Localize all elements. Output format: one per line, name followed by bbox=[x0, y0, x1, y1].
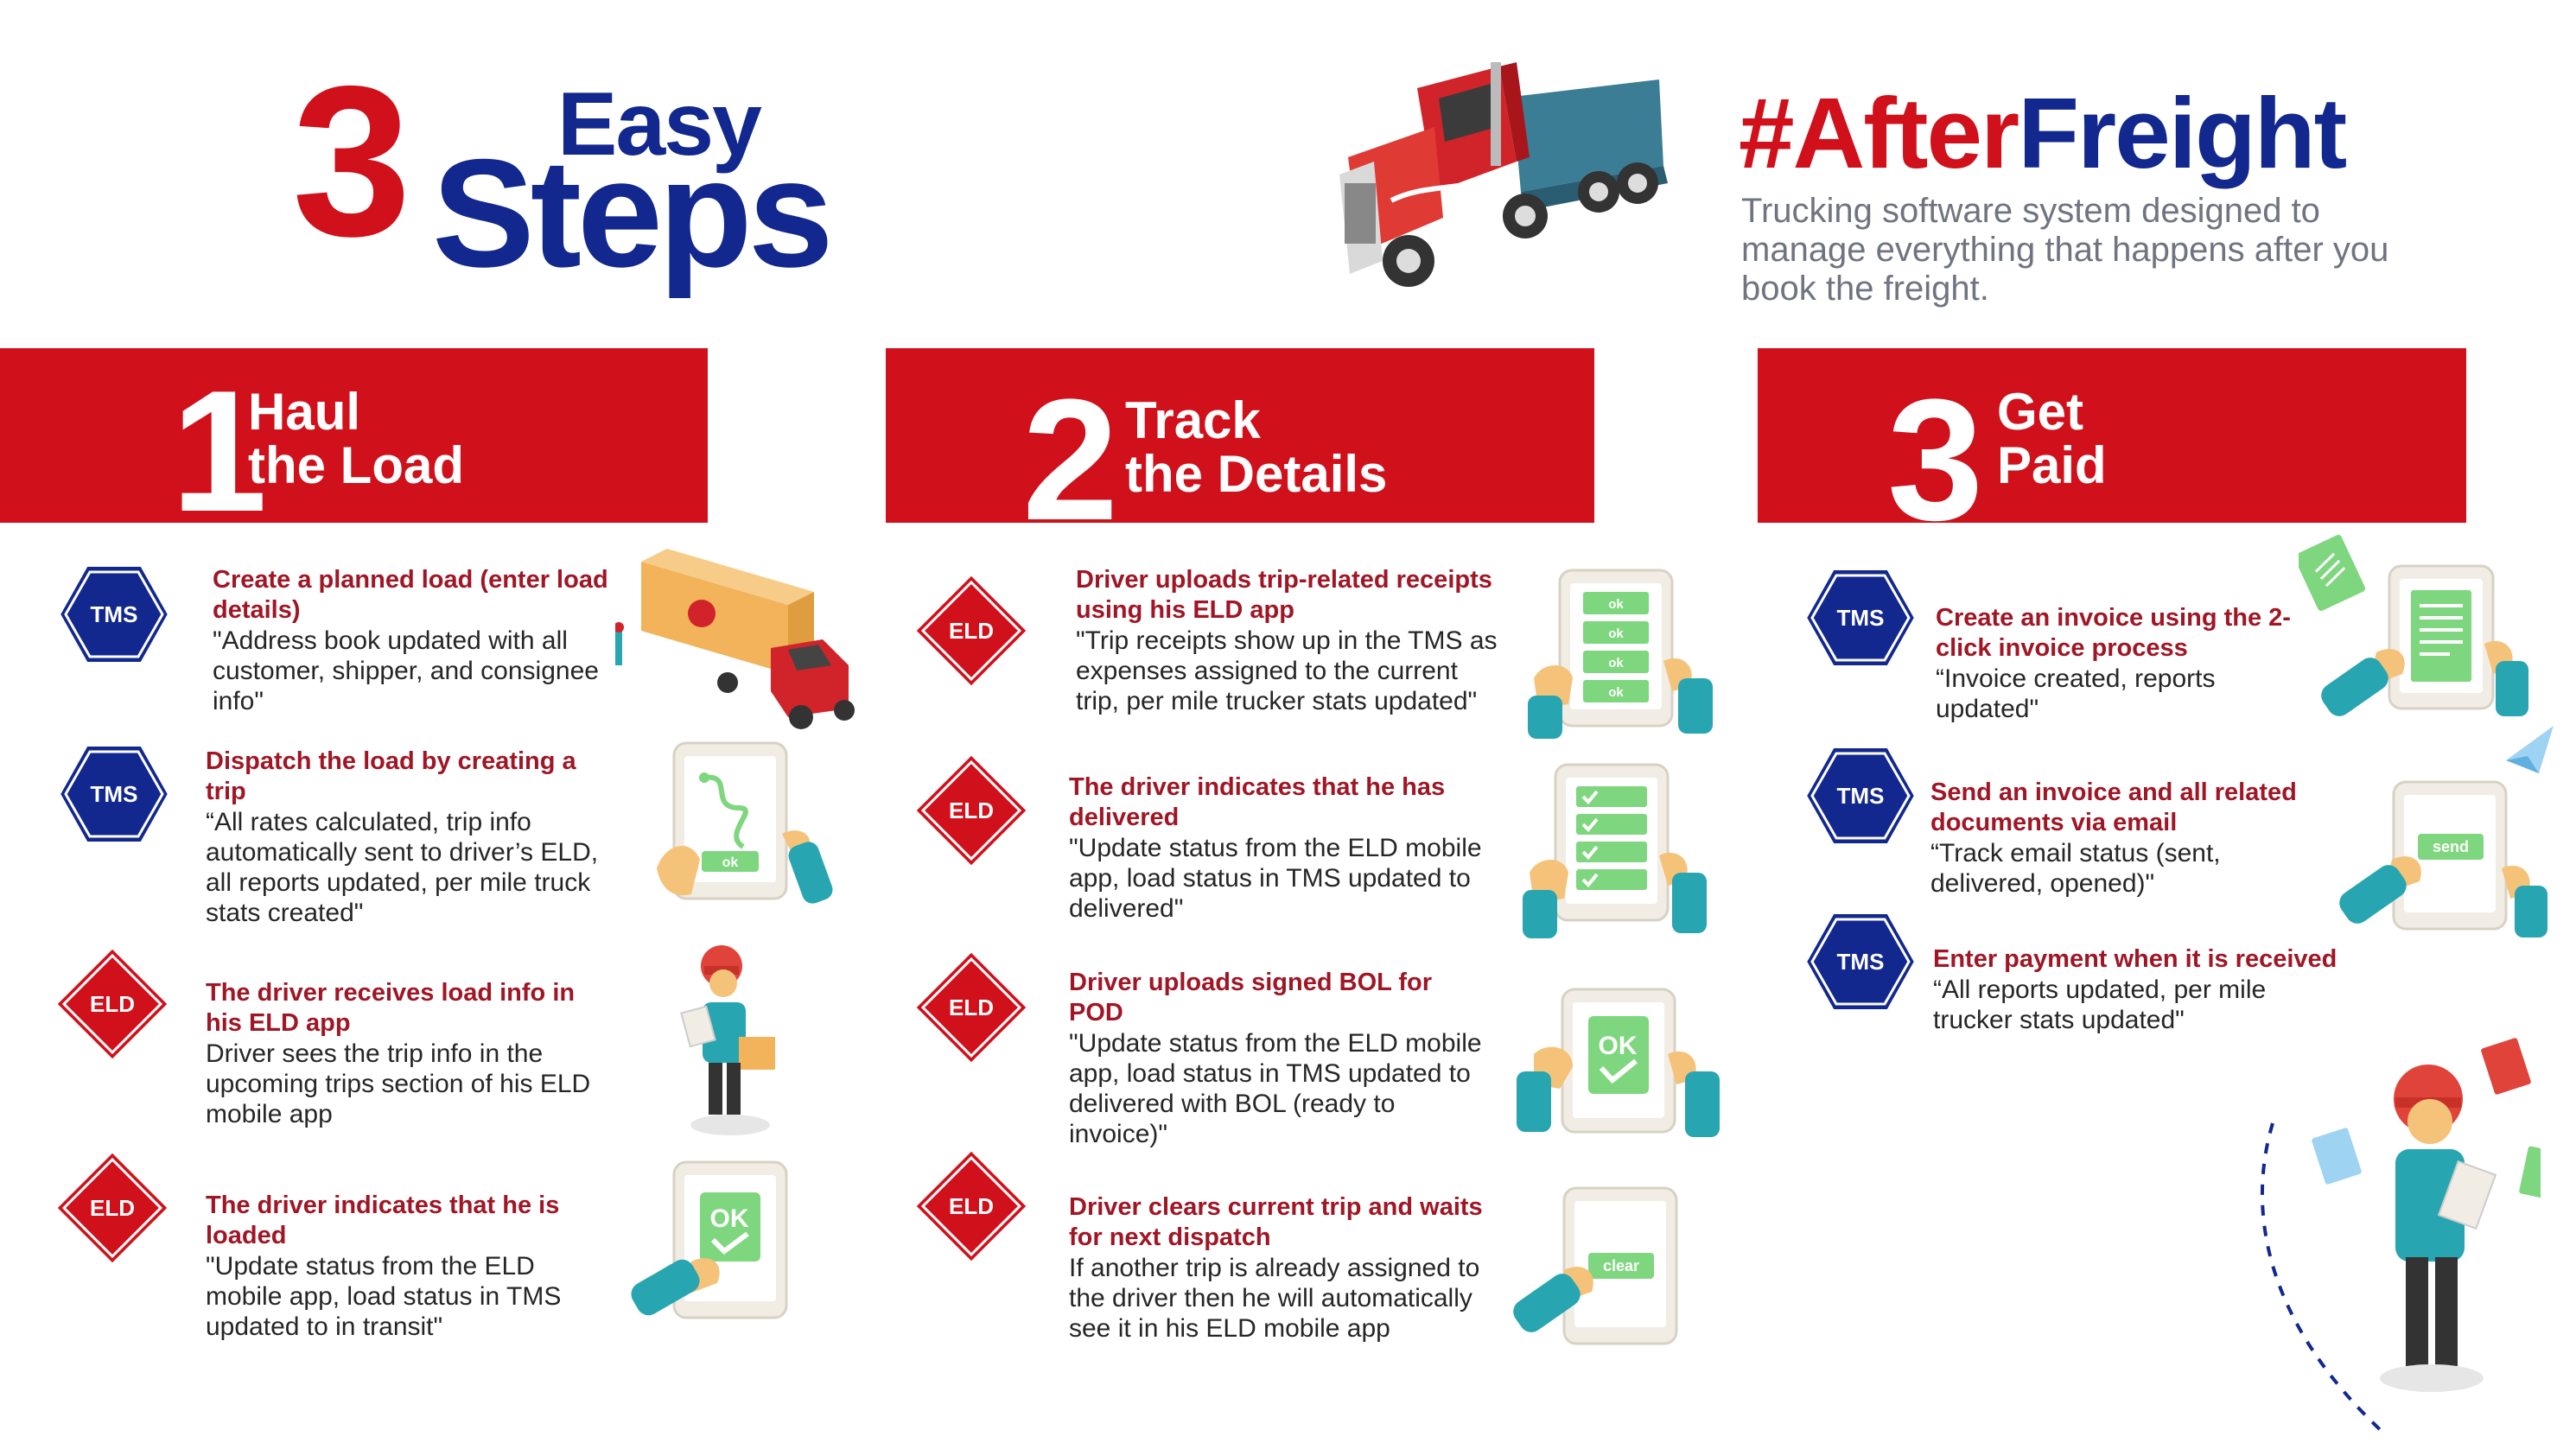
tablet-send-icon: send bbox=[2339, 726, 2554, 937]
trailer-truck-icon bbox=[615, 549, 855, 729]
tagline: Trucking software system designed to man… bbox=[1741, 192, 2389, 308]
badge-label: ELD bbox=[949, 618, 994, 644]
task-description: "Update status from the ELD mobile app, … bbox=[1069, 834, 1482, 923]
badge-label: TMS bbox=[91, 601, 138, 627]
task-title: The driver indicates that he has deliver… bbox=[1069, 773, 1446, 831]
task-item: Driver uploads signed BOL for POD "Updat… bbox=[1069, 968, 1492, 1149]
tablet-label: send bbox=[2433, 838, 2469, 855]
task-title: Driver uploads signed BOL for POD bbox=[1069, 969, 1433, 1026]
step-title: Get Paid bbox=[1997, 385, 2107, 493]
hashtag-red-part: #After bbox=[1739, 77, 2019, 189]
tablet-checklist-icon bbox=[1523, 763, 1707, 938]
brand-hashtag: #AfterFreight bbox=[1739, 83, 2347, 183]
task-description: "Trip receipts show up in the TMS as exp… bbox=[1076, 626, 1498, 715]
task-description: "Update status from the ELD mobile app, … bbox=[1069, 1029, 1482, 1148]
tablet-ok-icon: OK bbox=[631, 1160, 788, 1319]
task-item: The driver receives load info in his ELD… bbox=[206, 978, 612, 1129]
eld-badge-icon: ELD bbox=[53, 944, 172, 1064]
tablet-clear-icon: clear bbox=[1513, 1186, 1678, 1345]
badge-label: ELD bbox=[949, 1193, 994, 1219]
task-title: The driver receives load info in his ELD… bbox=[206, 979, 576, 1037]
tablet-route-icon: ok bbox=[657, 741, 833, 904]
step-title-line1: Get bbox=[1997, 383, 2084, 441]
tms-badge-icon: TMS bbox=[56, 563, 172, 665]
tablet-row-label: ok bbox=[1608, 685, 1624, 700]
step-title-line2: the Load bbox=[248, 436, 464, 494]
task-title: Driver clears current trip and waits for… bbox=[1069, 1193, 1483, 1251]
tablet-list-icon: ok ok ok ok bbox=[1528, 569, 1713, 739]
badge-label: ELD bbox=[90, 991, 135, 1017]
task-item: Driver clears current trip and waits for… bbox=[1069, 1192, 1492, 1344]
task-description: If another trip is already assigned to t… bbox=[1069, 1254, 1480, 1343]
task-item: Create an invoice using the 2-click invo… bbox=[1936, 603, 2325, 724]
badge-label: ELD bbox=[90, 1195, 135, 1221]
badge-label: TMS bbox=[1837, 783, 1885, 809]
badge-label: TMS bbox=[91, 781, 138, 807]
eld-badge-icon: ELD bbox=[912, 1147, 1031, 1266]
eld-badge-icon: ELD bbox=[912, 751, 1031, 870]
header-easy: Easy bbox=[557, 74, 762, 175]
task-description: Driver sees the trip info in the upcomin… bbox=[206, 1039, 591, 1128]
task-title: Driver uploads trip-related receipts usi… bbox=[1076, 566, 1492, 624]
step-number: 2 bbox=[1022, 364, 1119, 556]
eld-badge-icon: ELD bbox=[53, 1148, 172, 1268]
task-title: Create an invoice using the 2-click invo… bbox=[1936, 604, 2291, 662]
header-steps: Steps bbox=[432, 127, 834, 299]
task-description: “All reports updated, per mile trucker s… bbox=[1933, 976, 2267, 1034]
step-banner-3: 3 Get Paid bbox=[1758, 348, 2466, 547]
tablet-label: OK bbox=[1599, 1032, 1638, 1060]
badge-label: ELD bbox=[949, 798, 994, 823]
badge-label: ELD bbox=[949, 995, 994, 1020]
step-title-line1: Haul bbox=[248, 383, 361, 441]
task-item: Dispatch the load by creating a trip “Al… bbox=[206, 747, 620, 928]
badge-label: TMS bbox=[1837, 949, 1885, 975]
task-description: “Track email status (sent, delivered, op… bbox=[1930, 839, 2221, 898]
tablet-invoice-icon bbox=[2299, 535, 2528, 716]
task-title: Create a planned load (enter load detail… bbox=[213, 566, 608, 624]
eld-badge-icon: ELD bbox=[912, 948, 1031, 1067]
tablet-ok-icon: OK bbox=[1517, 988, 1720, 1137]
delivery-worker-icon bbox=[680, 945, 775, 1135]
step-title: Haul the Load bbox=[248, 385, 464, 493]
task-description: “Invoice created, reports updated" bbox=[1936, 664, 2216, 723]
tms-badge-icon: TMS bbox=[1803, 745, 1918, 847]
task-description: “All rates calculated, trip info automat… bbox=[206, 808, 599, 927]
step-banner-1: 1 Haul the Load bbox=[0, 348, 708, 538]
task-description: "Update status from the ELD mobile app, … bbox=[206, 1252, 562, 1341]
person-documents-icon bbox=[2261, 1038, 2541, 1436]
semi-truck-icon bbox=[1339, 62, 1668, 287]
badge-label: TMS bbox=[1837, 605, 1885, 631]
tms-badge-icon: TMS bbox=[56, 743, 172, 845]
step-title-line2: Paid bbox=[1997, 436, 2107, 494]
tablet-row-label: ok bbox=[1608, 597, 1624, 612]
eld-badge-icon: ELD bbox=[912, 571, 1031, 690]
step-number: 1 bbox=[171, 355, 268, 548]
task-title: The driver indicates that he is loaded bbox=[206, 1192, 560, 1249]
task-description: "Address book updated with all customer,… bbox=[213, 626, 599, 715]
task-item: Enter payment when it is received “All r… bbox=[1933, 944, 2339, 1035]
tms-badge-icon: TMS bbox=[1803, 911, 1918, 1013]
step-title: Track the Details bbox=[1125, 394, 1387, 501]
step-title-line2: the Details bbox=[1125, 445, 1388, 503]
task-item: The driver indicates that he has deliver… bbox=[1069, 772, 1492, 924]
task-title: Enter payment when it is received bbox=[1933, 945, 2337, 973]
tablet-label: ok bbox=[722, 855, 739, 870]
step-title-line1: Track bbox=[1125, 391, 1261, 449]
hashtag-blue-part: Freight bbox=[2018, 77, 2347, 189]
tms-badge-icon: TMS bbox=[1803, 567, 1918, 669]
step-number: 3 bbox=[1887, 364, 1984, 556]
tablet-row-label: ok bbox=[1608, 626, 1624, 641]
task-title: Send an invoice and all related document… bbox=[1930, 779, 2297, 836]
tablet-label: OK bbox=[710, 1204, 749, 1233]
header-big-number: 3 bbox=[292, 41, 411, 281]
task-title: Dispatch the load by creating a trip bbox=[206, 747, 576, 805]
task-item: Driver uploads trip-related receipts usi… bbox=[1076, 565, 1499, 716]
task-item: Create a planned load (enter load detail… bbox=[213, 565, 619, 716]
tablet-row-label: ok bbox=[1608, 656, 1624, 670]
task-item: The driver indicates that he is loaded "… bbox=[206, 1191, 603, 1342]
step-banner-2: 2 Track the Details bbox=[886, 348, 1594, 547]
task-item: Send an invoice and all related document… bbox=[1930, 778, 2337, 899]
tablet-label: clear bbox=[1603, 1257, 1639, 1274]
